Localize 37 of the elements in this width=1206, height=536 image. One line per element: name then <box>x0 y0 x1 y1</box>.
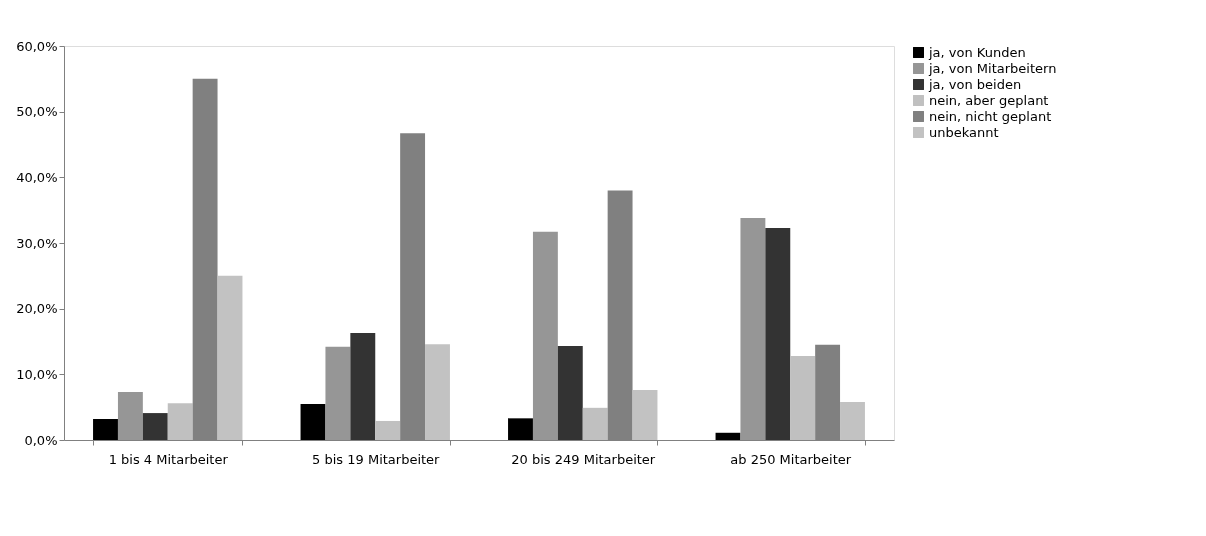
y-tick-label: 60,0% <box>16 38 58 54</box>
legend-label: ja, von Mitarbeitern <box>928 60 1057 76</box>
y-tick-label: 40,0% <box>16 169 58 185</box>
bar <box>582 407 608 440</box>
bar <box>632 390 658 440</box>
bar <box>117 392 143 440</box>
bar <box>740 218 766 440</box>
bar <box>375 420 401 440</box>
x-tick-label: 1 bis 4 Mitarbeiter <box>108 451 229 467</box>
bar <box>508 418 533 440</box>
bar <box>557 346 583 440</box>
bar <box>93 418 118 440</box>
bar <box>217 275 243 440</box>
x-tick-label: 5 bis 19 Mitarbeiter <box>312 451 441 467</box>
legend-label: unbekannt <box>929 124 999 140</box>
bar <box>425 344 450 440</box>
x-tick-label: ab 250 Mitarbeiter <box>730 451 852 467</box>
y-tick-label: 10,0% <box>16 366 58 382</box>
bar <box>765 227 791 440</box>
legend-label: nein, aber geplant <box>929 92 1049 108</box>
bar <box>532 231 558 440</box>
bar <box>840 401 865 440</box>
bar <box>790 355 816 440</box>
y-tick-label: 30,0% <box>16 235 58 251</box>
bar <box>142 413 168 440</box>
bar <box>715 432 741 440</box>
bar <box>350 332 376 440</box>
bar <box>300 403 326 440</box>
y-tick-label: 0,0% <box>24 432 58 448</box>
y-tick-label: 20,0% <box>16 301 58 317</box>
bar <box>325 346 351 440</box>
legend-label: ja, von beiden <box>928 76 1022 92</box>
y-tick-label: 50,0% <box>16 104 58 120</box>
x-tick-label: 20 bis 249 Mitarbeiter <box>511 451 656 467</box>
bar <box>167 403 193 440</box>
legend-label: ja, von Kunden <box>928 44 1026 60</box>
legend-label: nein, nicht geplant <box>929 108 1052 124</box>
